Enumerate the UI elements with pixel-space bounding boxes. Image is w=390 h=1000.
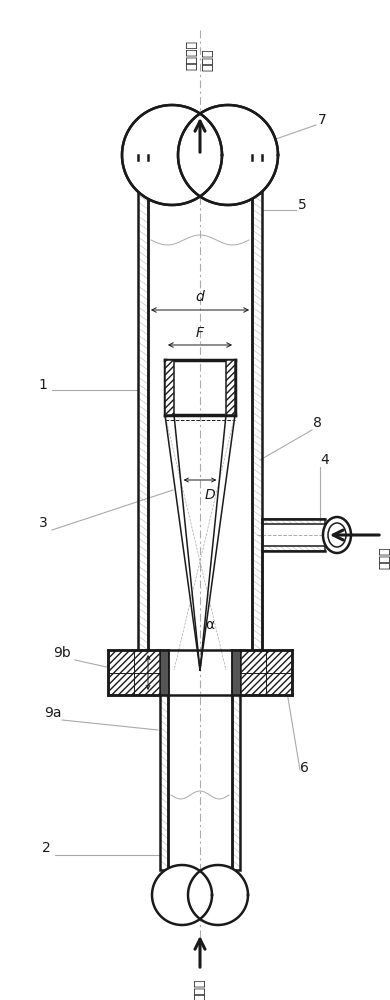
Ellipse shape [323, 517, 351, 553]
Bar [160, 650, 168, 695]
Text: 4: 4 [321, 453, 330, 467]
Text: 5: 5 [298, 198, 307, 212]
Text: 1: 1 [39, 378, 48, 392]
Text: α: α [205, 618, 214, 632]
Text: 8: 8 [312, 416, 321, 430]
Bar [232, 650, 240, 870]
Text: 淀粉糊: 淀粉糊 [193, 979, 206, 1000]
Bar [252, 160, 262, 650]
Ellipse shape [122, 105, 222, 205]
Text: 6: 6 [300, 761, 308, 775]
Text: L: L [137, 666, 145, 680]
Bar [226, 360, 235, 415]
Text: 回流液: 回流液 [202, 49, 214, 71]
Bar [240, 650, 292, 695]
Bar [108, 650, 160, 695]
Bar [160, 650, 168, 870]
Text: 9b: 9b [53, 646, 71, 660]
Ellipse shape [328, 523, 346, 547]
Text: 7: 7 [317, 113, 326, 127]
Bar [138, 160, 148, 650]
Ellipse shape [152, 865, 212, 925]
Text: 淀粉糊和: 淀粉糊和 [186, 40, 199, 70]
Ellipse shape [178, 105, 278, 205]
Text: 回流液: 回流液 [379, 547, 390, 569]
Text: F: F [196, 326, 204, 340]
Bar [262, 546, 325, 551]
Ellipse shape [188, 865, 248, 925]
Text: d: d [196, 290, 204, 304]
Text: 3: 3 [39, 516, 47, 530]
Bar [262, 519, 325, 524]
Bar [165, 360, 174, 415]
Bar [232, 650, 240, 695]
Text: 2: 2 [42, 841, 50, 855]
Text: 9a: 9a [44, 706, 62, 720]
Text: D: D [205, 488, 216, 502]
